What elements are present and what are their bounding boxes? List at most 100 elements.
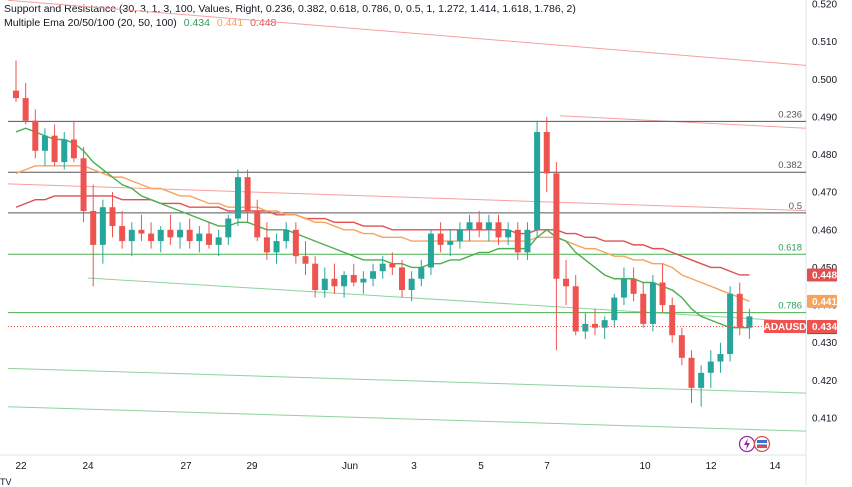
candle-body xyxy=(331,278,338,287)
y-tick-label: 0.410 xyxy=(812,414,837,425)
candle-body xyxy=(456,229,463,242)
candle-body xyxy=(321,278,328,291)
candle-body xyxy=(717,354,724,362)
candle-body xyxy=(514,229,521,253)
candle-body xyxy=(157,229,164,242)
chart-widget-icons[interactable] xyxy=(738,435,772,453)
candle-body xyxy=(707,361,714,373)
price-badge xyxy=(807,294,837,308)
candle-body xyxy=(206,233,212,245)
x-tick-label: 7 xyxy=(544,461,550,472)
candle-body xyxy=(99,207,106,245)
candle-body xyxy=(61,139,68,163)
candle-body xyxy=(138,229,145,234)
candle-body xyxy=(437,233,444,245)
candle-body xyxy=(370,271,377,279)
candle-body xyxy=(350,274,357,283)
fib-level-label: 0.382 xyxy=(778,160,802,171)
candle-body xyxy=(572,286,579,332)
y-tick-label: 0.500 xyxy=(812,75,837,86)
candle-body xyxy=(70,139,77,159)
ema20-value: 0.434 xyxy=(183,17,210,29)
y-tick-label: 0.510 xyxy=(812,37,837,48)
candle-body xyxy=(341,274,348,287)
y-tick-label: 0.450 xyxy=(812,263,837,274)
candle-body xyxy=(659,282,666,306)
candle-body xyxy=(225,218,232,238)
candle-body xyxy=(418,267,425,279)
candle-body xyxy=(273,241,280,253)
candle-body xyxy=(553,173,560,279)
candle-body xyxy=(254,211,261,238)
x-tick-label: 24 xyxy=(82,461,94,472)
y-tick-label: 0.430 xyxy=(812,338,837,349)
candle-body xyxy=(746,316,753,328)
candle-body xyxy=(669,305,676,336)
candle-body xyxy=(128,229,135,242)
candle-body xyxy=(119,226,126,242)
candle-body xyxy=(688,357,695,388)
y-tick-label: 0.490 xyxy=(812,112,837,123)
candle-body xyxy=(563,278,570,287)
candle-body xyxy=(379,263,386,272)
candle-body xyxy=(447,241,454,245)
candle-body xyxy=(263,237,270,253)
price-badge-value: 0.448 xyxy=(812,270,837,281)
trend-channel-line xyxy=(87,277,807,323)
candle-body xyxy=(234,177,241,219)
fib-level-label: 0.618 xyxy=(778,242,802,253)
candle-body xyxy=(427,233,434,268)
candle-body xyxy=(167,229,174,238)
fib-level-label: 0.5 xyxy=(789,201,802,212)
candle-body xyxy=(698,372,705,388)
candle-body xyxy=(399,267,405,291)
y-tick-label: 0.470 xyxy=(812,188,837,199)
candle-body xyxy=(582,323,589,332)
lightning-bolt-icon xyxy=(744,438,750,450)
candle-body xyxy=(148,233,155,242)
fib-level-label: 0.236 xyxy=(778,109,802,120)
candle-body xyxy=(41,135,48,151)
candle-body xyxy=(727,293,734,355)
candle-body xyxy=(408,278,415,291)
candle-body xyxy=(196,233,203,242)
symbol-badge xyxy=(764,320,806,334)
candle-body xyxy=(312,263,319,291)
x-tick-label: 14 xyxy=(769,461,781,472)
x-tick-label: 27 xyxy=(180,461,192,472)
y-tick-label: 0.480 xyxy=(812,150,837,161)
symbol-badge-label: ADAUSD xyxy=(764,322,807,333)
candle-body xyxy=(736,293,743,328)
trend-channel-line xyxy=(559,115,807,129)
x-tick-label: 10 xyxy=(639,461,651,472)
ema20-line xyxy=(15,127,750,329)
candle-body xyxy=(177,229,184,238)
y-tick-label: 0.420 xyxy=(812,376,837,387)
candle-body xyxy=(186,229,193,242)
candle-body xyxy=(80,158,87,211)
ema100-value: 0.448 xyxy=(250,17,277,29)
x-tick-label: Jun xyxy=(342,461,358,472)
candle-body xyxy=(485,222,492,230)
candle-body xyxy=(215,237,222,245)
x-tick-label: 29 xyxy=(246,461,258,472)
candle-body xyxy=(495,222,502,238)
candle-body xyxy=(476,222,483,230)
candle-body xyxy=(51,135,58,163)
candle-body xyxy=(524,229,531,253)
candle-body xyxy=(302,256,309,264)
x-tick-label: 3 xyxy=(411,461,417,472)
trend-channel-line xyxy=(7,0,807,66)
ema-indicator-legend[interactable]: Multiple Ema 20/50/100 (20, 50, 100) 0.4… xyxy=(4,17,276,29)
candle-body xyxy=(292,229,299,257)
x-tick-label: 5 xyxy=(478,461,484,472)
trend-channel-line xyxy=(7,406,807,432)
candle-body xyxy=(13,90,19,99)
price-badge xyxy=(807,320,837,334)
ema100-line xyxy=(15,195,750,276)
tradingview-logo-icon: TV xyxy=(0,477,12,487)
candle-body xyxy=(244,177,251,211)
candle-body xyxy=(389,263,396,268)
candle-body xyxy=(620,278,627,298)
